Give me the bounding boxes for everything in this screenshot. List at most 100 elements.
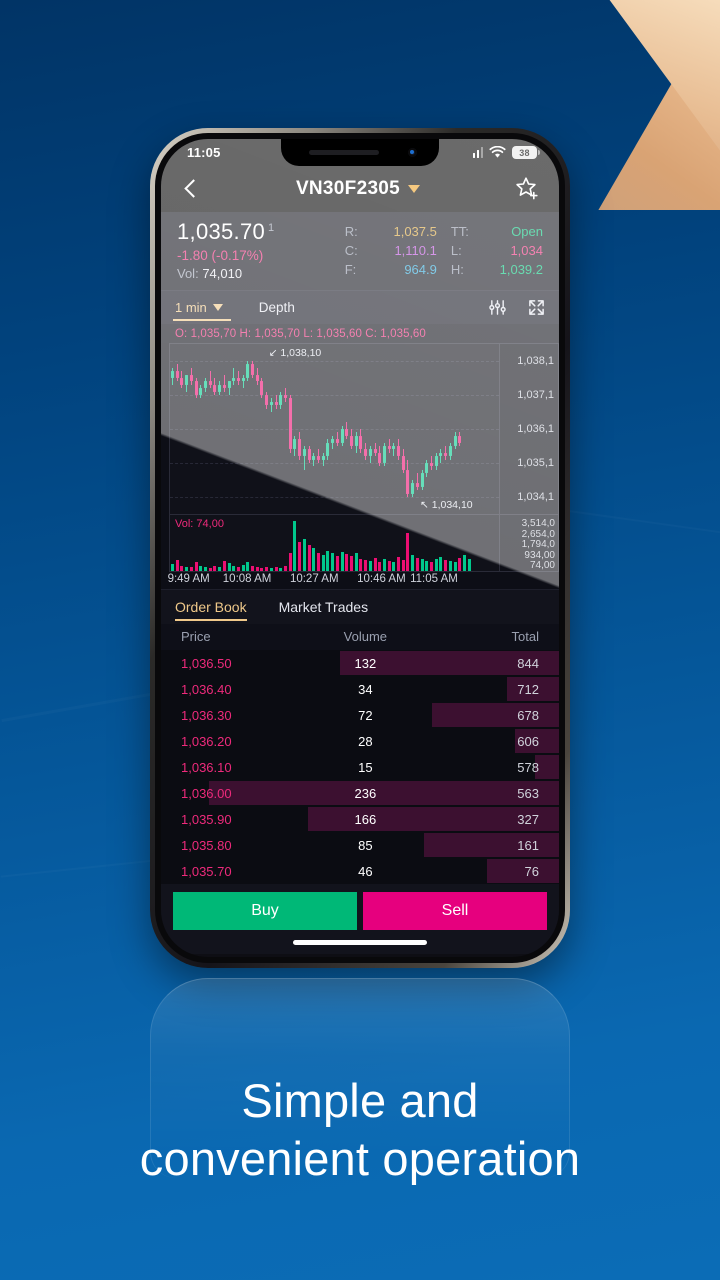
volume-bar [312, 547, 316, 571]
timeframe-selector[interactable]: 1 min [173, 291, 231, 324]
sell-button[interactable]: Sell [363, 892, 547, 930]
volume-bar [349, 556, 353, 571]
volume-bar [345, 553, 349, 571]
volume-bar [430, 561, 434, 571]
caption-line-1: Simple and [241, 1074, 479, 1127]
candlestick [199, 344, 203, 514]
time-tick-label: 11:05 AM [410, 573, 458, 585]
time-axis: 9:49 AM 10:08 AM 10:27 AM 10:46 AM 11:05 AM [168, 572, 559, 589]
order-book-row[interactable]: 1,035.90 166 327 [161, 806, 559, 832]
row-price: 1,036.30 [181, 707, 232, 723]
volume-bar [213, 565, 217, 571]
chart-annotation: ↙ 1,038,10 [268, 347, 322, 359]
sliders-icon[interactable] [489, 299, 506, 316]
candlestick [203, 344, 207, 514]
stat-row: F: 964.9 [345, 262, 437, 277]
symbol-selector[interactable]: VN30F2305 [201, 178, 515, 200]
stat-value: 1,039.2 [499, 261, 543, 277]
tab-market-trades[interactable]: Market Trades [278, 599, 369, 615]
time-tick-label: 10:27 AM [289, 573, 339, 585]
marketing-caption: Simple and convenient operation [0, 1072, 720, 1189]
row-total: 563 [517, 785, 539, 801]
buy-button[interactable]: Buy [173, 892, 357, 930]
candlestick [430, 344, 434, 514]
candlestick [359, 344, 363, 514]
home-indicator[interactable] [161, 930, 559, 954]
candlestick [218, 344, 222, 514]
candlestick [298, 344, 302, 514]
row-total: 606 [517, 733, 539, 749]
stat-row: H: 1,039.2 [451, 262, 543, 277]
candlestick [392, 344, 396, 514]
timeframe-label: 1 min [175, 300, 207, 315]
price-axis: 1,038,1 1,037,1 1,036,1 1,035,1 1,034,1 [499, 343, 559, 515]
tab-order-book[interactable]: Order Book [175, 590, 247, 624]
caret-down-icon [212, 304, 223, 311]
stat-key: C: [344, 242, 358, 258]
volume-bar [251, 566, 255, 571]
depth-bar [487, 859, 559, 883]
candlestick [434, 344, 438, 514]
candlestick-plot[interactable]: ↙ 1,038,10 ↖ 1,034,10 [169, 343, 499, 515]
row-total: 844 [517, 655, 539, 671]
volume-panel: Vol: 74,00 3,514,0 2,654,0 1,794,0 934,00 74… [169, 514, 559, 572]
volume-plot[interactable]: Vol: 74,00 [169, 514, 499, 572]
stat-key: L: [450, 242, 462, 258]
candlestick [232, 344, 236, 514]
volume-bar [463, 555, 466, 571]
candlestick [265, 344, 269, 514]
volume-bar [378, 562, 382, 571]
volume-bar [392, 561, 396, 571]
volume-bar [368, 561, 372, 571]
order-book-row[interactable]: 1,035.80 85 161 [161, 832, 559, 858]
volume-bar [218, 566, 222, 571]
time-tick-label: 10:46 AM [357, 573, 406, 585]
row-price: 1,035.70 [181, 863, 232, 879]
volume-bar [269, 567, 273, 571]
volume-bar [255, 567, 259, 571]
quote-stats-right: TT: Open L: 1,034 H: 1,039.2 [437, 219, 543, 281]
row-volume: 132 [354, 655, 377, 671]
candlestick [227, 344, 231, 514]
chart-tool-icons [489, 299, 545, 316]
volume-bar [199, 566, 203, 571]
candlestick-panel: ↙ 1,038,10 ↖ 1,034,10 1,038,1 1,037,1 1,036… [169, 343, 559, 515]
expand-icon[interactable] [528, 299, 545, 316]
stat-row: R: 1,037.5 [345, 224, 437, 239]
order-book-row[interactable]: 1,036.30 72 678 [161, 702, 559, 728]
chevron-left-icon[interactable] [179, 178, 201, 200]
star-plus-icon[interactable] [515, 176, 541, 202]
candlestick [236, 344, 240, 514]
earpiece-speaker [309, 150, 379, 155]
volume-bar [274, 567, 278, 571]
order-book-row[interactable]: 1,036.00 236 563 [161, 780, 559, 806]
volume-bar [279, 568, 283, 571]
candlestick [302, 344, 306, 514]
volume-bar [401, 560, 405, 571]
row-volume: 28 [358, 733, 373, 749]
candlestick [284, 344, 288, 514]
order-book-row[interactable]: 1,036.20 28 606 [161, 728, 559, 754]
order-book-row[interactable]: 1,035.70 46 76 [161, 858, 559, 884]
candlestick [378, 344, 382, 514]
chart-toolbar: 1 min Depth [161, 290, 559, 324]
row-price: 1,036.00 [181, 785, 232, 801]
stat-key: R: [344, 223, 358, 239]
gridline [170, 463, 499, 464]
candlestick [208, 344, 212, 514]
chart-annotation: ↖ 1,034,10 [420, 499, 473, 511]
stat-row: C: 1,110.1 [345, 243, 437, 258]
candlestick [321, 344, 325, 514]
volume-axis: 3,514,0 2,654,0 1,794,0 934,00 74,00 [499, 514, 559, 572]
quote-primary: 1,035.70 1 -1.80 (-0.17%) Vol: 74,010 [177, 219, 331, 281]
volume-bar [175, 560, 179, 571]
volume-bar [331, 553, 335, 571]
order-book-row[interactable]: 1,036.50 132 844 [161, 650, 559, 676]
order-book-row[interactable]: 1,036.10 15 578 [161, 754, 559, 780]
candlestick [317, 344, 320, 514]
volume-bar [453, 562, 457, 571]
stat-value: 964.9 [404, 261, 437, 277]
order-book-row[interactable]: 1,036.40 34 712 [161, 676, 559, 702]
tab-depth[interactable]: Depth [258, 300, 295, 315]
candlestick [425, 344, 429, 514]
